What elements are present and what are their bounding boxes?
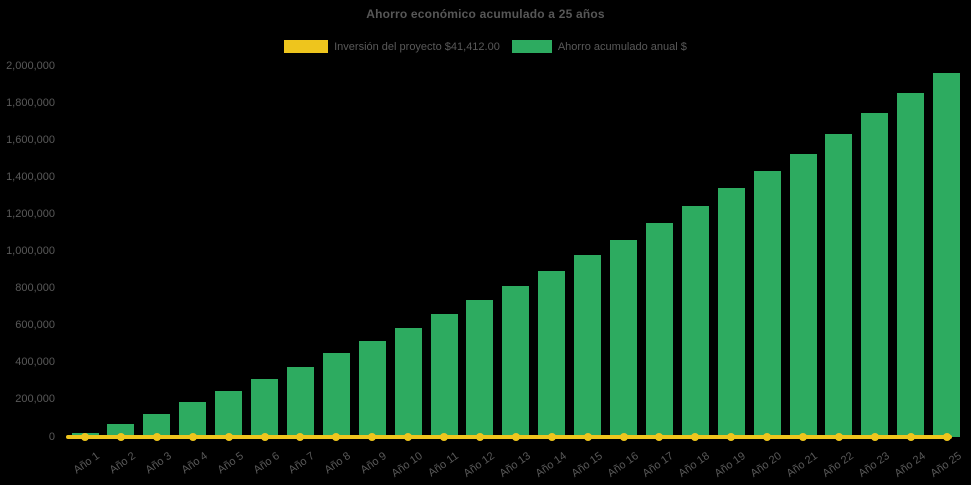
bar-año-6	[251, 379, 278, 437]
x-axis-label: Año 9	[358, 450, 390, 477]
x-axis-label: Año 2	[107, 450, 138, 477]
x-axis-label: Año 10	[389, 450, 425, 480]
x-axis-label: Año 23	[856, 450, 892, 480]
bar-año-12	[466, 300, 494, 437]
investment-line-marker	[655, 433, 664, 441]
investment-line-marker	[152, 433, 161, 441]
investment-line-marker	[188, 433, 197, 441]
x-axis-label: Año 8	[322, 450, 354, 477]
plot-area	[62, 66, 963, 441]
bar-año-17	[645, 223, 673, 437]
investment-line-marker	[834, 433, 843, 441]
x-axis-label: Año 25	[928, 450, 964, 480]
investment-line-marker	[332, 433, 341, 441]
investment-line-marker	[368, 433, 377, 441]
y-axis-label: 1,800,000	[6, 96, 55, 109]
y-axis-label: 0	[48, 430, 55, 443]
y-axis-label: 400,000	[15, 356, 55, 369]
bar-año-15	[574, 255, 602, 437]
x-axis-label: Año 19	[712, 450, 749, 480]
investment-line-marker	[942, 433, 951, 441]
investment-line-marker	[691, 433, 700, 441]
x-axis-label: Año 15	[569, 450, 605, 480]
bar-año-4	[179, 402, 207, 437]
bar-año-7	[286, 367, 314, 437]
x-axis-label: Año 18	[676, 450, 713, 480]
y-axis-label: 200,000	[15, 393, 55, 406]
bar-año-16	[610, 240, 637, 437]
investment-line-marker	[224, 433, 233, 441]
x-axis-label: Año 7	[286, 450, 318, 477]
x-axis-label: Año 4	[179, 450, 210, 477]
bar-año-23	[861, 113, 889, 437]
investment-line-marker	[763, 433, 772, 441]
y-axis: 0 200,000 400,000 600,000 800,000 1,000,000 1,…	[0, 60, 55, 443]
x-axis-label: Año 5	[215, 450, 246, 477]
x-axis-label: Año 24	[892, 450, 928, 480]
bar-año-20	[753, 171, 781, 437]
investment-line-marker	[870, 433, 879, 441]
bar-año-9	[358, 341, 386, 437]
bar-año-24	[897, 93, 925, 437]
bar-año-8	[322, 353, 350, 437]
x-axis-label: Año 17	[640, 450, 677, 480]
investment-line-marker	[583, 433, 592, 441]
investment-line-marker	[619, 433, 628, 441]
bar-año-5	[215, 391, 243, 437]
bar-año-13	[502, 286, 530, 437]
bar-año-10	[394, 328, 422, 437]
chart-title: Ahorro económico acumulado a 25 años	[366, 7, 605, 21]
bar-año-22	[825, 134, 853, 437]
x-axis-label: Año 20	[748, 450, 784, 480]
x-axis-label: Año 6	[250, 450, 282, 477]
x-axis-label: Año 3	[143, 450, 174, 477]
legend-item-investment: Inversión del proyecto $41,412.00	[284, 40, 500, 53]
y-axis-label: 600,000	[15, 319, 55, 332]
investment-line-marker	[296, 433, 305, 441]
x-axis-label: Año 16	[604, 450, 641, 480]
investment-line-marker	[511, 433, 520, 441]
investment-line-marker	[404, 433, 413, 441]
y-axis-label: 1,400,000	[6, 170, 55, 183]
bar-año-25	[933, 73, 961, 437]
investment-color-swatch-icon	[284, 40, 329, 53]
y-axis-label: 1,000,000	[6, 245, 55, 257]
bar-año-19	[717, 188, 745, 437]
y-axis-label: 2,000,000	[6, 59, 55, 72]
legend-label-investment: Inversión del proyecto $41,412.00	[334, 40, 500, 53]
y-axis-label: 1,600,000	[6, 133, 55, 146]
bar-año-21	[789, 154, 817, 437]
investment-line-marker	[81, 433, 89, 441]
investment-line-marker	[727, 433, 736, 441]
bar-año-2	[107, 424, 135, 437]
chart-legend: Inversión del proyecto $41,412.00 Ahorro…	[0, 40, 971, 53]
x-axis-label: Año 13	[497, 450, 533, 480]
legend-label-savings: Ahorro acumulado anual $	[557, 40, 687, 53]
bar-año-18	[681, 206, 709, 437]
y-axis-label: 1,200,000	[6, 207, 55, 220]
investment-line-marker	[116, 433, 125, 441]
bar-año-3	[143, 414, 171, 437]
x-axis-label: Año 21	[784, 450, 820, 480]
bar-año-14	[538, 271, 566, 437]
investment-line-marker	[906, 433, 915, 441]
legend-item-savings: Ahorro acumulado anual $	[511, 40, 687, 53]
investment-line-marker	[799, 433, 807, 441]
investment-line	[66, 435, 952, 439]
x-axis-label: Año 1	[71, 450, 102, 477]
bar-año-11	[430, 314, 458, 437]
x-axis-label: Año 22	[820, 450, 856, 480]
investment-line-marker	[547, 433, 556, 441]
y-axis-label: 800,000	[15, 282, 55, 295]
investment-line-marker	[475, 433, 484, 441]
savings-color-swatch-icon	[511, 40, 552, 53]
investment-line-marker	[440, 433, 448, 441]
x-axis-label: Año 11	[426, 450, 461, 480]
x-axis-label: Año 12	[461, 450, 497, 480]
x-axis-label: Año 14	[533, 450, 569, 480]
investment-line-marker	[260, 433, 269, 441]
